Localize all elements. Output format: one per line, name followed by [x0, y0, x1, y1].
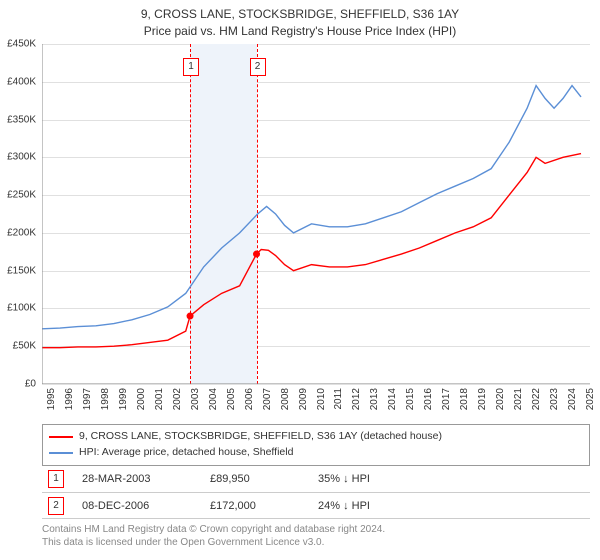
x-axis-label: 1995: [46, 388, 57, 418]
x-axis-label: 2011: [333, 388, 344, 418]
gridline: [42, 384, 590, 385]
x-axis-label: 2008: [280, 388, 291, 418]
sale-point: [187, 313, 194, 320]
x-axis-label: 2017: [441, 388, 452, 418]
x-axis-label: 2018: [459, 388, 470, 418]
marker-row: 1 28-MAR-2003 £89,950 35% ↓ HPI: [42, 466, 590, 493]
marker-price: £172,000: [210, 500, 300, 512]
marker-table: 1 28-MAR-2003 £89,950 35% ↓ HPI 2 08-DEC…: [42, 466, 590, 519]
x-axis-label: 2009: [298, 388, 309, 418]
x-axis-label: 1999: [118, 388, 129, 418]
x-axis-label: 2012: [351, 388, 362, 418]
marker-pct: 35% ↓ HPI: [318, 473, 438, 485]
title-line1: 9, CROSS LANE, STOCKSBRIDGE, SHEFFIELD, …: [0, 6, 600, 23]
x-axis-label: 1996: [64, 388, 75, 418]
x-axis-label: 2016: [423, 388, 434, 418]
marker-pct: 24% ↓ HPI: [318, 500, 438, 512]
chart-title: 9, CROSS LANE, STOCKSBRIDGE, SHEFFIELD, …: [0, 0, 600, 40]
legend-row-hpi: HPI: Average price, detached house, Shef…: [49, 445, 583, 461]
legend-swatch: [49, 452, 73, 454]
y-axis-label: £450K: [0, 39, 36, 50]
x-axis-label: 2024: [567, 388, 578, 418]
x-axis-label: 2000: [136, 388, 147, 418]
chart-area: 12 £0£50K£100K£150K£200K£250K£300K£350K£…: [42, 44, 590, 384]
footer-line1: Contains HM Land Registry data © Crown c…: [42, 523, 590, 536]
x-axis-label: 2006: [244, 388, 255, 418]
legend-label: HPI: Average price, detached house, Shef…: [79, 445, 293, 461]
marker-number-box: 2: [250, 58, 266, 76]
x-axis-label: 2019: [477, 388, 488, 418]
x-axis-label: 2005: [226, 388, 237, 418]
x-axis-label: 2023: [549, 388, 560, 418]
marker-num: 2: [48, 497, 64, 515]
marker-date: 08-DEC-2006: [82, 500, 192, 512]
y-axis-label: £400K: [0, 76, 36, 87]
legend-row-property: 9, CROSS LANE, STOCKSBRIDGE, SHEFFIELD, …: [49, 429, 583, 445]
y-axis-label: £50K: [0, 341, 36, 352]
y-axis-label: £100K: [0, 303, 36, 314]
x-axis-label: 2004: [208, 388, 219, 418]
x-axis-label: 2013: [369, 388, 380, 418]
axis-lines: [42, 44, 590, 384]
footer: Contains HM Land Registry data © Crown c…: [42, 518, 590, 549]
y-axis-label: £350K: [0, 114, 36, 125]
y-axis-label: £0: [0, 379, 36, 390]
y-axis-label: £150K: [0, 265, 36, 276]
x-axis-label: 2020: [495, 388, 506, 418]
x-axis-label: 2025: [585, 388, 596, 418]
y-axis-label: £250K: [0, 190, 36, 201]
y-axis-label: £200K: [0, 227, 36, 238]
sale-point: [253, 251, 260, 258]
chart-plot: [42, 44, 590, 384]
x-axis-label: 2001: [154, 388, 165, 418]
marker-num: 1: [48, 470, 64, 488]
marker-number-box: 1: [183, 58, 199, 76]
x-axis-label: 1997: [82, 388, 93, 418]
legend-swatch: [49, 436, 73, 438]
x-axis-label: 2002: [172, 388, 183, 418]
x-axis-label: 2015: [405, 388, 416, 418]
y-axis-label: £300K: [0, 152, 36, 163]
x-axis-label: 2021: [513, 388, 524, 418]
marker-price: £89,950: [210, 473, 300, 485]
series-property: [42, 154, 581, 348]
legend-label: 9, CROSS LANE, STOCKSBRIDGE, SHEFFIELD, …: [79, 429, 442, 445]
marker-date: 28-MAR-2003: [82, 473, 192, 485]
x-axis-label: 2010: [316, 388, 327, 418]
x-axis-label: 2003: [190, 388, 201, 418]
x-axis-label: 2014: [387, 388, 398, 418]
legend: 9, CROSS LANE, STOCKSBRIDGE, SHEFFIELD, …: [42, 424, 590, 466]
footer-line2: This data is licensed under the Open Gov…: [42, 536, 590, 549]
title-line2: Price paid vs. HM Land Registry's House …: [0, 23, 600, 40]
x-axis-label: 2007: [262, 388, 273, 418]
marker-row: 2 08-DEC-2006 £172,000 24% ↓ HPI: [42, 493, 590, 519]
x-axis-label: 2022: [531, 388, 542, 418]
x-axis-label: 1998: [100, 388, 111, 418]
